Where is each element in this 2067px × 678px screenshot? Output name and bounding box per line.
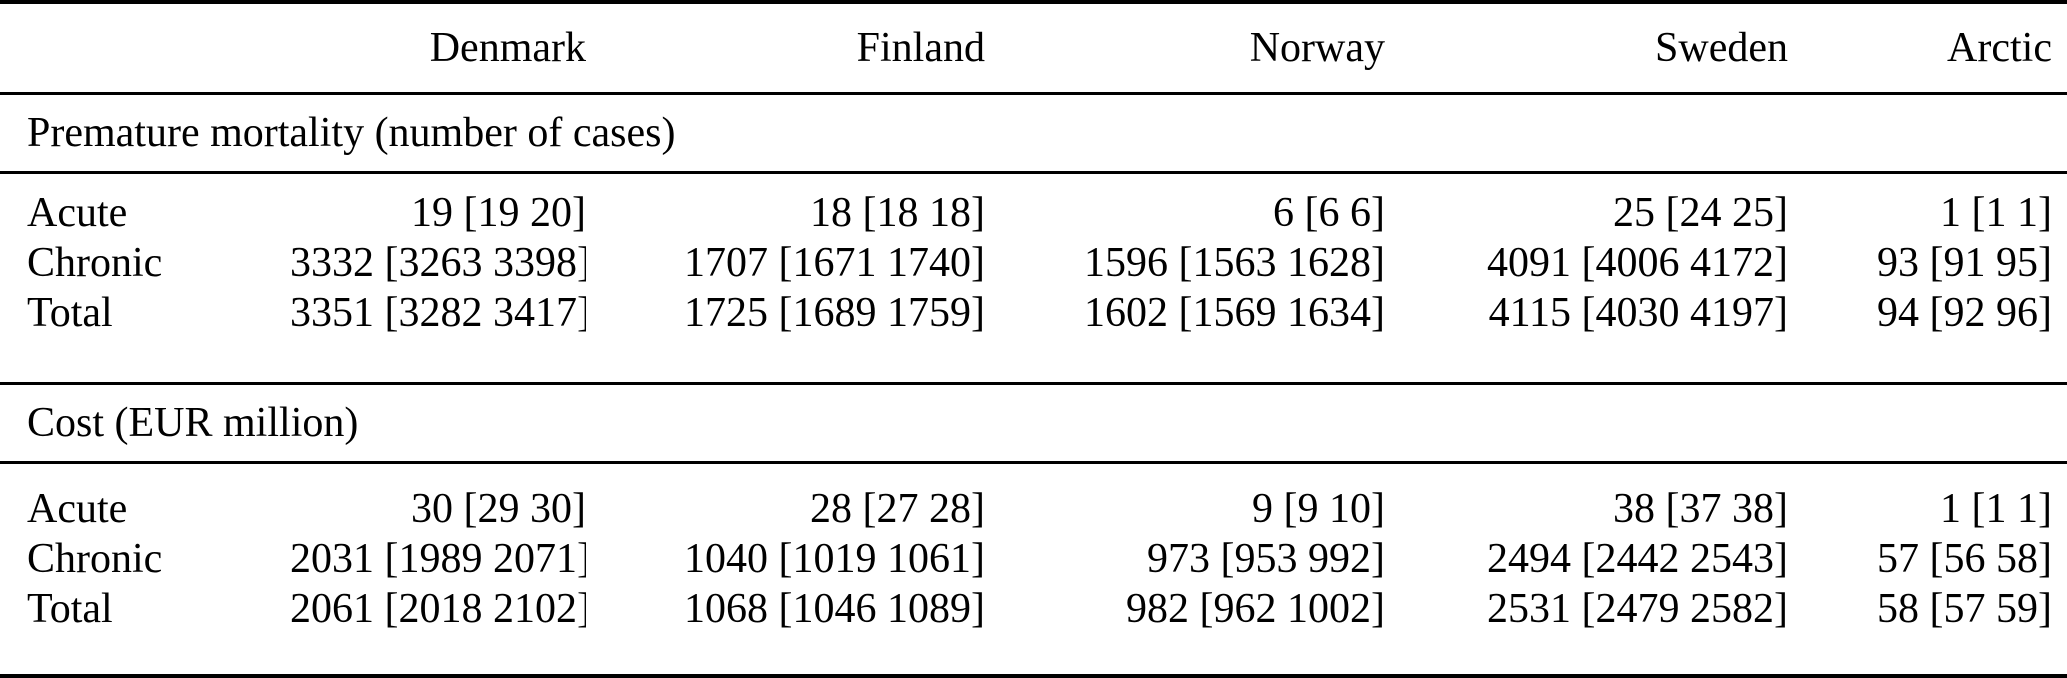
row-label-acute: Acute <box>27 190 128 236</box>
value-cell: 57 [56 58] <box>1877 536 2052 582</box>
row-label-acute: Acute <box>27 486 128 532</box>
value-cell: 1 [1 1] <box>1940 486 2052 532</box>
value-cell: 973 [953 992] <box>1147 536 1385 582</box>
value-cell: 4091 [4006 4172] <box>1487 240 1788 286</box>
value-cell: 2031 [1989 2071] <box>290 536 586 582</box>
value-cell: 58 [57 59] <box>1877 586 2052 632</box>
row-label-total: Total <box>27 290 113 336</box>
value-cell: 2061 [2018 2102] <box>290 586 586 632</box>
table-row: Total 3351 [3282 3417] 1725 [1689 1759] … <box>0 288 2067 384</box>
value-cell: 28 [27 28] <box>810 486 985 532</box>
value-cell: 982 [962 1002] <box>1126 586 1385 632</box>
table-header: Denmark Finland Norway Sweden Arctic <box>0 2 2067 95</box>
row-label-chronic: Chronic <box>27 240 163 286</box>
header-row: Denmark Finland Norway Sweden Arctic <box>0 2 2067 95</box>
value-cell: 1068 [1046 1089] <box>684 586 985 632</box>
column-header-finland: Finland <box>586 2 985 95</box>
value-cell: 3351 [3282 3417] <box>290 290 586 336</box>
value-cell: 1707 [1671 1740] <box>684 240 985 286</box>
row-label-total: Total <box>27 586 113 632</box>
value-cell: 9 [9 10] <box>1252 486 1385 532</box>
value-cell: 25 [24 25] <box>1613 190 1788 236</box>
column-header-norway: Norway <box>985 2 1385 95</box>
value-cell: 30 [29 30] <box>411 486 586 532</box>
value-cell: 94 [92 96] <box>1877 290 2052 336</box>
table-row: Chronic 3332 [3263 3398] 1707 [1671 1740… <box>0 238 2067 288</box>
table-row: Total 2061 [2018 2102] 1068 [1046 1089] … <box>0 584 2067 676</box>
section-title-row: Premature mortality (number of cases) <box>0 92 2067 174</box>
value-cell: 3332 [3263 3398] <box>290 240 586 286</box>
value-cell: 1040 [1019 1061] <box>684 536 985 582</box>
section-title-premature-mortality: Premature mortality (number of cases) <box>0 92 2067 174</box>
value-cell: 2531 [2479 2582] <box>1487 586 1788 632</box>
value-cell: 19 [19 20] <box>411 190 586 236</box>
value-cell: 38 [37 38] <box>1613 486 1788 532</box>
column-header-sweden: Sweden <box>1385 2 1788 95</box>
row-label-chronic: Chronic <box>27 536 163 582</box>
value-cell: 4115 [4030 4197] <box>1488 290 1788 336</box>
table-row: Chronic 2031 [1989 2071] 1040 [1019 1061… <box>0 534 2067 584</box>
section-premature-mortality: Premature mortality (number of cases) Ac… <box>0 92 2067 384</box>
value-cell: 6 [6 6] <box>1273 190 1385 236</box>
value-cell: 1725 [1689 1759] <box>684 290 985 336</box>
value-cell: 93 [91 95] <box>1877 240 2052 286</box>
column-header-denmark: Denmark <box>290 2 586 95</box>
value-cell: 1596 [1563 1628] <box>1084 240 1385 286</box>
value-cell: 1 [1 1] <box>1940 190 2052 236</box>
table-row: Acute 30 [29 30] 28 [27 28] 9 [9 10] 38 … <box>0 463 2067 535</box>
section-title-cost: Cost (EUR million) <box>0 382 2067 464</box>
value-cell: 18 [18 18] <box>810 190 985 236</box>
table-row: Acute 19 [19 20] 18 [18 18] 6 [6 6] 25 [… <box>0 173 2067 239</box>
section-cost: Cost (EUR million) Acute 30 [29 30] 28 [… <box>0 382 2067 677</box>
column-header-arctic: Arctic <box>1788 2 2067 95</box>
corner-cell <box>0 2 290 95</box>
section-title-row: Cost (EUR million) <box>0 382 2067 464</box>
value-cell: 1602 [1569 1634] <box>1084 290 1385 336</box>
value-cell: 2494 [2442 2543] <box>1487 536 1788 582</box>
